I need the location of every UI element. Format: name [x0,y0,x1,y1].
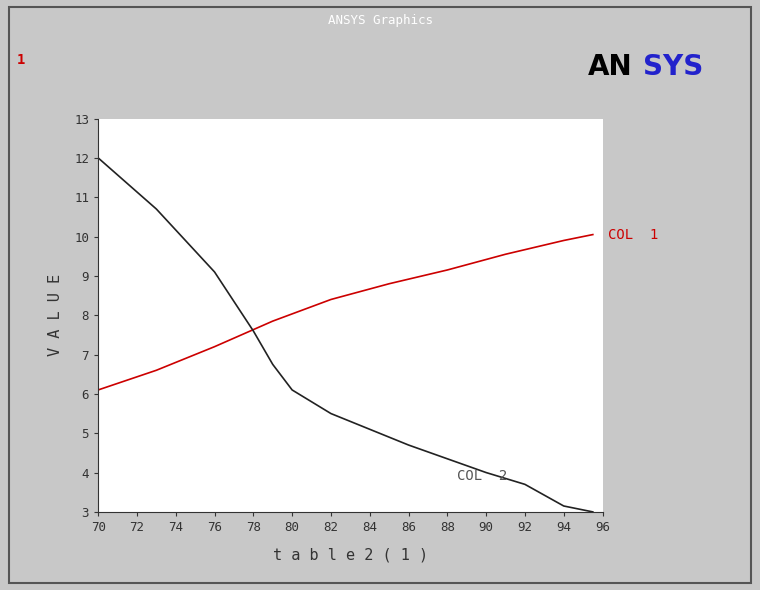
Text: COL  1: COL 1 [608,228,659,241]
Text: ANSYS Graphics: ANSYS Graphics [328,14,432,27]
X-axis label: t a b l e 2 ( 1 ): t a b l e 2 ( 1 ) [273,548,428,563]
Text: AN: AN [587,53,632,81]
Text: 1: 1 [17,53,25,67]
Y-axis label: V A L U E: V A L U E [48,274,63,356]
Text: COL  2: COL 2 [457,470,507,483]
Text: SYS: SYS [643,53,704,81]
